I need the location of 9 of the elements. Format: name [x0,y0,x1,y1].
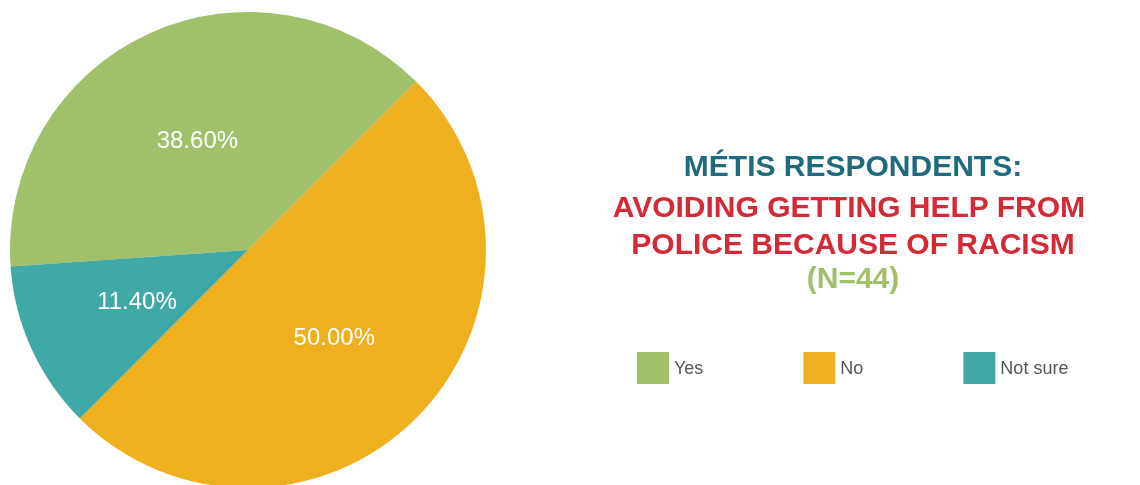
text: AVOIDING GETTING HELP FROM POLICE BECAUSE OF RACISM [612,190,1094,260]
legend-label: Yes [674,358,704,378]
legend-label: No [840,358,864,378]
text: (N=44) [806,260,900,294]
legend-label: Not sure [1000,358,1069,378]
data-label: 11.40% [97,287,177,315]
data-label: 50.00% [293,322,376,350]
text: MÉTIS RESPONDENTS: [683,148,1023,182]
data-label: 38.60% [156,125,239,153]
